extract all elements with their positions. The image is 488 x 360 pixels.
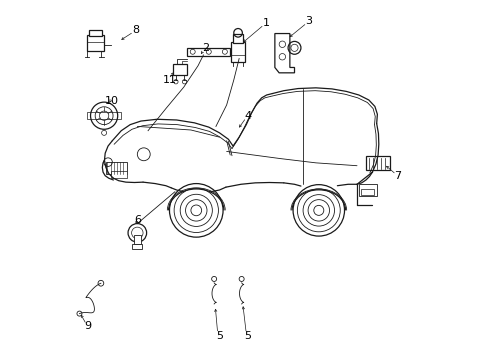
Text: 6: 6: [134, 215, 141, 225]
Bar: [89, 30, 102, 36]
Bar: [106, 162, 127, 174]
Bar: [132, 244, 142, 249]
Text: 7: 7: [394, 171, 401, 181]
Text: 3: 3: [305, 16, 312, 26]
Text: 8: 8: [132, 25, 139, 35]
Bar: [86, 35, 104, 51]
Bar: [110, 171, 126, 178]
Polygon shape: [358, 184, 376, 196]
Text: 5: 5: [216, 332, 223, 342]
Text: 1: 1: [262, 18, 269, 28]
Text: 4: 4: [244, 111, 251, 121]
Polygon shape: [274, 33, 294, 73]
Bar: [365, 157, 389, 170]
Text: 2: 2: [201, 43, 208, 53]
Text: 11: 11: [162, 75, 176, 85]
Text: 9: 9: [83, 321, 91, 332]
Bar: [134, 235, 141, 244]
Text: 10: 10: [105, 96, 119, 107]
Polygon shape: [360, 189, 373, 195]
Bar: [230, 42, 244, 62]
Bar: [232, 34, 243, 43]
Bar: [173, 64, 187, 75]
Text: 5: 5: [244, 332, 251, 342]
Bar: [87, 112, 121, 119]
Bar: [187, 48, 230, 56]
